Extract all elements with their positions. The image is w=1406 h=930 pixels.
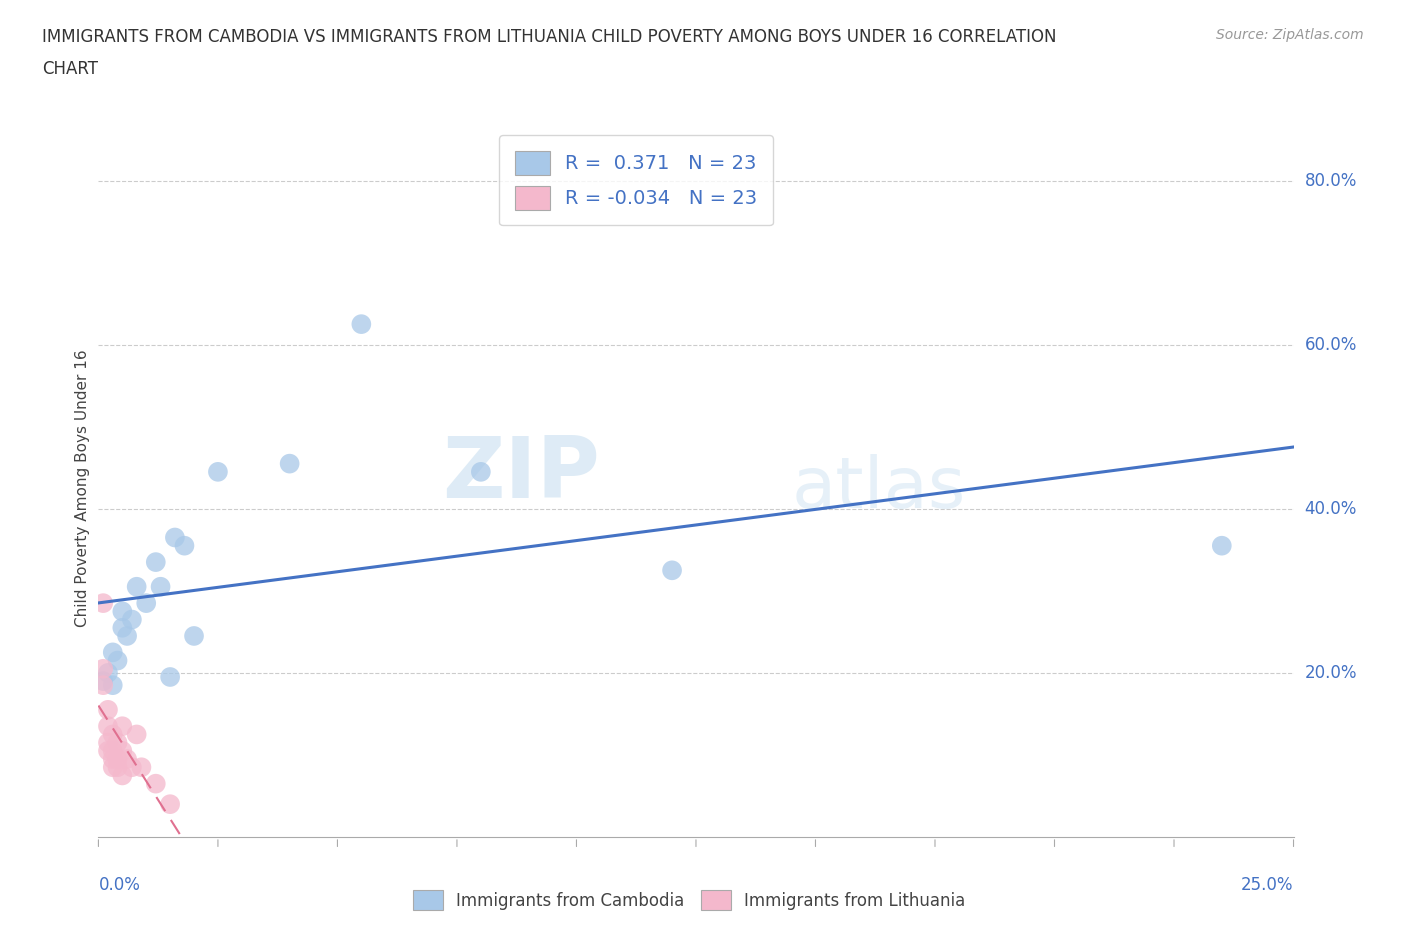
Text: atlas: atlas [792, 454, 966, 523]
Point [101, 727, 124, 742]
Point [97, 666, 120, 681]
Point [470, 464, 492, 479]
Point [101, 751, 124, 766]
Point [111, 604, 134, 618]
Point [97, 736, 120, 751]
Point [145, 554, 167, 569]
Point [121, 760, 143, 775]
Legend: R =  0.371   N = 23, R = -0.034   N = 23: R = 0.371 N = 23, R = -0.034 N = 23 [499, 135, 773, 225]
Text: 60.0%: 60.0% [1305, 336, 1357, 353]
Point [101, 678, 124, 693]
Point [91, 596, 114, 611]
Point [101, 760, 124, 775]
Point [97, 743, 120, 758]
Point [125, 579, 148, 594]
Point [145, 777, 167, 791]
Point [91, 673, 114, 688]
Point [207, 464, 229, 479]
Text: CHART: CHART [42, 60, 98, 78]
Point [111, 620, 134, 635]
Text: 0.0%: 0.0% [98, 876, 141, 894]
Point [183, 629, 205, 644]
Y-axis label: Child Poverty Among Boys Under 16: Child Poverty Among Boys Under 16 [75, 350, 90, 627]
Point [101, 743, 124, 758]
Point [135, 596, 157, 611]
Point [111, 768, 134, 783]
Point [107, 760, 129, 775]
Point [111, 743, 134, 758]
Point [661, 563, 683, 578]
Point [97, 702, 120, 717]
Point [125, 727, 148, 742]
Point [278, 457, 301, 472]
Point [115, 629, 138, 644]
Point [350, 317, 373, 332]
Point [107, 751, 129, 766]
Point [131, 760, 153, 775]
Point [111, 719, 134, 734]
Text: 25.0%: 25.0% [1241, 876, 1294, 894]
Text: 20.0%: 20.0% [1305, 664, 1357, 682]
Point [91, 661, 114, 676]
Point [173, 538, 195, 553]
Point [149, 579, 172, 594]
Text: IMMIGRANTS FROM CAMBODIA VS IMMIGRANTS FROM LITHUANIA CHILD POVERTY AMONG BOYS U: IMMIGRANTS FROM CAMBODIA VS IMMIGRANTS F… [42, 28, 1057, 46]
Point [159, 670, 181, 684]
Point [115, 751, 138, 766]
Point [121, 612, 143, 627]
Point [163, 530, 186, 545]
Point [107, 653, 129, 668]
Point [97, 719, 120, 734]
Point [1211, 538, 1233, 553]
Point [107, 736, 129, 751]
Point [101, 644, 124, 659]
Text: ZIP: ZIP [443, 432, 600, 516]
Point [159, 797, 181, 812]
Legend: Immigrants from Cambodia, Immigrants from Lithuania: Immigrants from Cambodia, Immigrants fro… [406, 884, 972, 917]
Text: Source: ZipAtlas.com: Source: ZipAtlas.com [1216, 28, 1364, 42]
Text: 80.0%: 80.0% [1305, 171, 1357, 190]
Point [91, 678, 114, 693]
Text: 40.0%: 40.0% [1305, 499, 1357, 518]
